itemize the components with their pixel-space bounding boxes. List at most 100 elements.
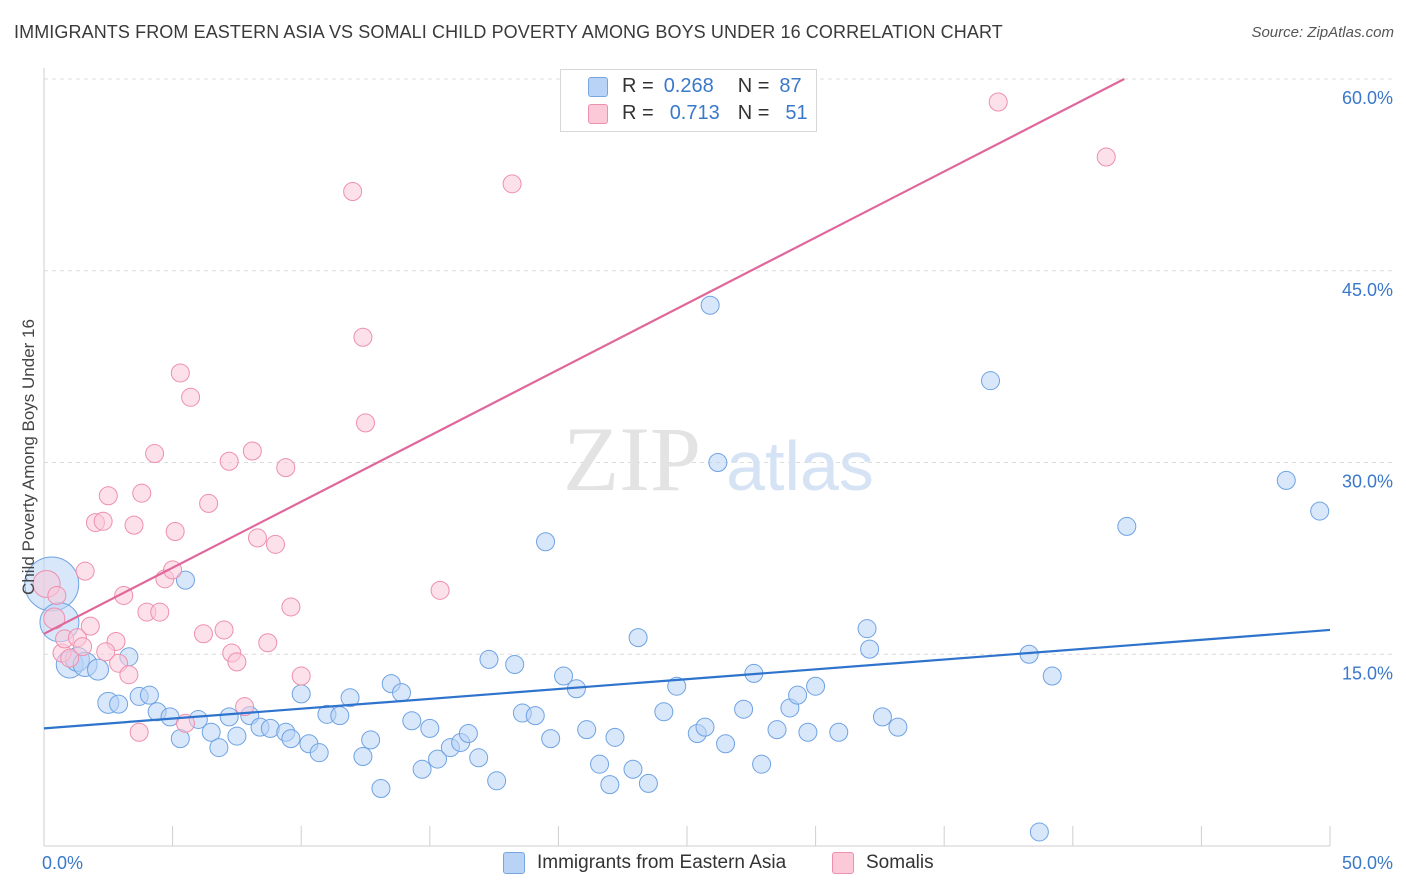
bottom-legend-label: Immigrants from Eastern Asia bbox=[537, 852, 787, 873]
point-eastern-asia bbox=[605, 727, 625, 747]
data-points bbox=[24, 92, 1330, 842]
point-somalis bbox=[247, 528, 267, 548]
bottom-legend-swatch-pink bbox=[832, 852, 854, 874]
legend-r-label: R = bbox=[622, 102, 654, 124]
point-somalis bbox=[165, 522, 185, 542]
point-somalis bbox=[47, 585, 67, 605]
point-eastern-asia bbox=[87, 658, 110, 681]
point-somalis bbox=[199, 493, 219, 513]
y-tick-label: 30.0% bbox=[1342, 472, 1393, 492]
point-eastern-asia bbox=[109, 694, 129, 714]
point-somalis bbox=[60, 648, 80, 668]
point-eastern-asia bbox=[201, 722, 221, 742]
bottom-legend-somalis: Somalis bbox=[832, 852, 934, 874]
point-eastern-asia bbox=[667, 676, 687, 696]
legend-n-label: N = bbox=[737, 102, 770, 124]
point-eastern-asia bbox=[1310, 501, 1330, 521]
watermark-atlas: atlas bbox=[726, 427, 874, 505]
point-somalis bbox=[356, 413, 375, 433]
point-somalis bbox=[281, 597, 301, 617]
point-somalis bbox=[98, 486, 118, 506]
point-eastern-asia bbox=[209, 738, 229, 758]
point-somalis bbox=[988, 92, 1008, 112]
point-somalis bbox=[80, 616, 100, 636]
point-eastern-asia bbox=[412, 759, 432, 779]
point-eastern-asia bbox=[281, 729, 301, 749]
point-somalis bbox=[119, 665, 139, 685]
point-eastern-asia bbox=[487, 771, 507, 791]
point-eastern-asia bbox=[1117, 516, 1137, 536]
point-eastern-asia bbox=[554, 666, 574, 686]
point-somalis bbox=[265, 534, 285, 554]
legend-n-value: 51 bbox=[785, 102, 808, 124]
point-somalis bbox=[96, 642, 116, 662]
legend-r-value: 0.713 bbox=[669, 102, 720, 124]
point-eastern-asia bbox=[860, 639, 880, 659]
point-somalis bbox=[258, 633, 278, 653]
point-eastern-asia bbox=[734, 699, 754, 719]
point-somalis bbox=[242, 441, 262, 461]
legend-n-value: 87 bbox=[779, 75, 802, 97]
point-eastern-asia bbox=[700, 295, 720, 315]
point-eastern-asia bbox=[798, 722, 818, 742]
point-eastern-asia bbox=[752, 754, 772, 774]
legend-r-label: R = bbox=[622, 75, 654, 97]
point-somalis bbox=[150, 602, 170, 622]
point-somalis bbox=[214, 620, 234, 640]
point-eastern-asia bbox=[888, 717, 908, 737]
point-eastern-asia bbox=[716, 734, 736, 754]
point-eastern-asia bbox=[628, 628, 648, 648]
point-eastern-asia bbox=[353, 747, 373, 767]
point-somalis bbox=[75, 561, 95, 581]
bottom-legend: Immigrants from Eastern Asia Somalis bbox=[0, 852, 1406, 878]
point-somalis bbox=[145, 444, 165, 464]
legend-swatch-pink bbox=[588, 103, 608, 124]
point-eastern-asia bbox=[638, 773, 658, 793]
point-somalis bbox=[430, 580, 450, 600]
point-eastern-asia bbox=[654, 702, 674, 722]
point-somalis bbox=[193, 624, 213, 644]
legend-n-label: N = bbox=[737, 75, 770, 97]
point-eastern-asia bbox=[829, 722, 849, 742]
tick-labels: 15.0% 30.0% 45.0% 60.0% 0.0% 50.0% bbox=[42, 88, 1393, 873]
legend-swatch-blue bbox=[588, 76, 608, 97]
point-eastern-asia bbox=[402, 711, 422, 731]
point-eastern-asia bbox=[590, 754, 610, 774]
point-eastern-asia bbox=[330, 706, 350, 726]
point-eastern-asia bbox=[479, 649, 499, 669]
bottom-legend-label: Somalis bbox=[866, 852, 934, 873]
point-eastern-asia bbox=[577, 720, 597, 740]
point-eastern-asia bbox=[428, 749, 448, 769]
trend-line-somalis bbox=[43, 78, 1125, 635]
point-eastern-asia bbox=[536, 532, 556, 552]
legend-row-somalis: R = 0.713 N = 51 bbox=[561, 100, 808, 127]
point-eastern-asia bbox=[392, 683, 412, 703]
point-eastern-asia bbox=[1042, 666, 1062, 686]
point-eastern-asia bbox=[872, 707, 892, 727]
point-eastern-asia bbox=[219, 707, 239, 727]
point-somalis bbox=[73, 637, 93, 657]
point-somalis bbox=[124, 515, 144, 535]
point-eastern-asia bbox=[139, 685, 159, 705]
point-somalis bbox=[181, 387, 201, 407]
point-eastern-asia bbox=[708, 453, 728, 472]
point-eastern-asia bbox=[505, 654, 525, 674]
point-somalis bbox=[227, 652, 247, 672]
bottom-legend-eastern-asia: Immigrants from Eastern Asia bbox=[503, 852, 786, 874]
y-tick-label: 60.0% bbox=[1342, 88, 1393, 108]
point-somalis bbox=[129, 722, 149, 742]
y-axis-label: Child Poverty Among Boys Under 16 bbox=[19, 319, 38, 595]
point-somalis bbox=[1096, 147, 1116, 167]
point-somalis bbox=[353, 327, 373, 347]
point-eastern-asia bbox=[340, 688, 360, 708]
point-eastern-asia bbox=[525, 706, 545, 726]
x-tick-label: 50.0% bbox=[1342, 853, 1393, 873]
point-eastern-asia bbox=[469, 748, 489, 768]
point-eastern-asia bbox=[175, 570, 195, 590]
point-eastern-asia bbox=[371, 778, 391, 798]
x-tick-label: 0.0% bbox=[42, 853, 83, 873]
point-eastern-asia bbox=[361, 730, 381, 750]
legend: R = 0.268 N = 87 R = 0.713 N = 51 bbox=[560, 69, 817, 132]
bottom-legend-swatch-blue bbox=[503, 852, 525, 874]
